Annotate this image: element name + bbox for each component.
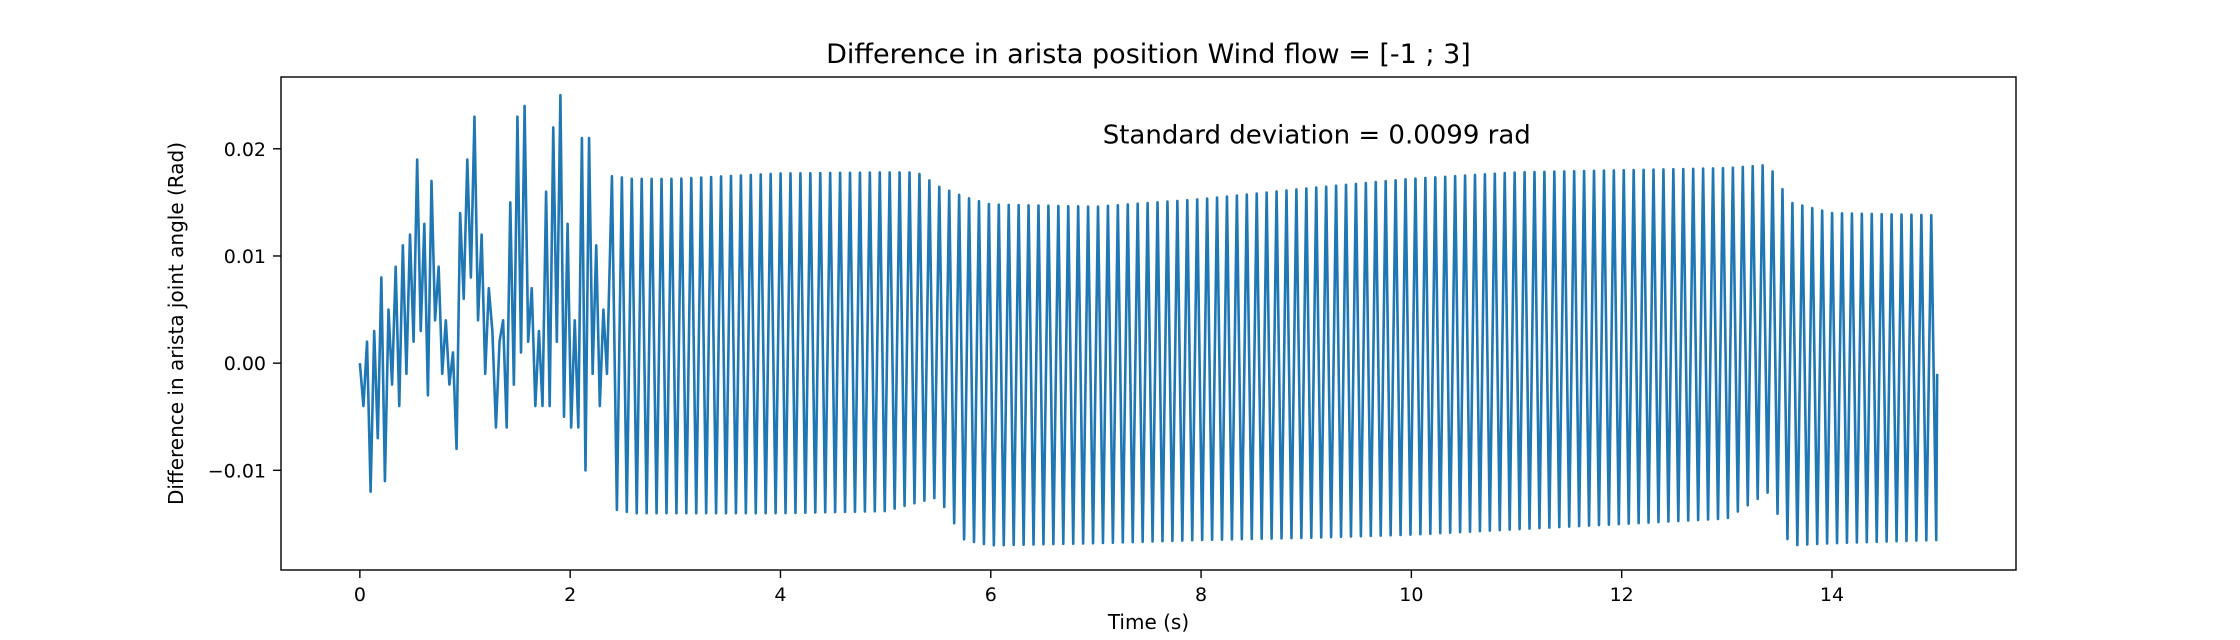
plot-frame: [280, 76, 2017, 571]
x-axis-title: Time (s): [1107, 610, 1189, 634]
y-axis: −0.01 0.00 0.01 0.02: [208, 139, 281, 482]
x-tick-label: 6: [985, 584, 997, 606]
x-tick-label: 14: [1820, 584, 1844, 606]
y-axis-title: Difference in arista joint angle (Rad): [164, 142, 188, 505]
y-tick-label: 0.01: [224, 246, 266, 268]
plot-area: [358, 93, 1939, 547]
x-tick-label: 0: [354, 584, 366, 606]
y-tick-label: −0.01: [208, 460, 266, 482]
x-axis: 0 2 4 6 8 10 12 14: [354, 570, 1844, 606]
x-tick-label: 8: [1195, 584, 1207, 606]
y-tick-label: 0.00: [224, 353, 266, 375]
std-deviation-annotation: Standard deviation = 0.0099 rad: [1103, 120, 1531, 150]
x-tick-label: 2: [564, 584, 576, 606]
x-tick-label: 12: [1610, 584, 1634, 606]
x-tick-label: 4: [774, 584, 786, 606]
chart-title: Difference in arista position Wind flow …: [826, 39, 1471, 70]
x-tick-label: 10: [1399, 584, 1423, 606]
y-tick-label: 0.02: [224, 139, 266, 161]
series-line: [358, 93, 1939, 547]
